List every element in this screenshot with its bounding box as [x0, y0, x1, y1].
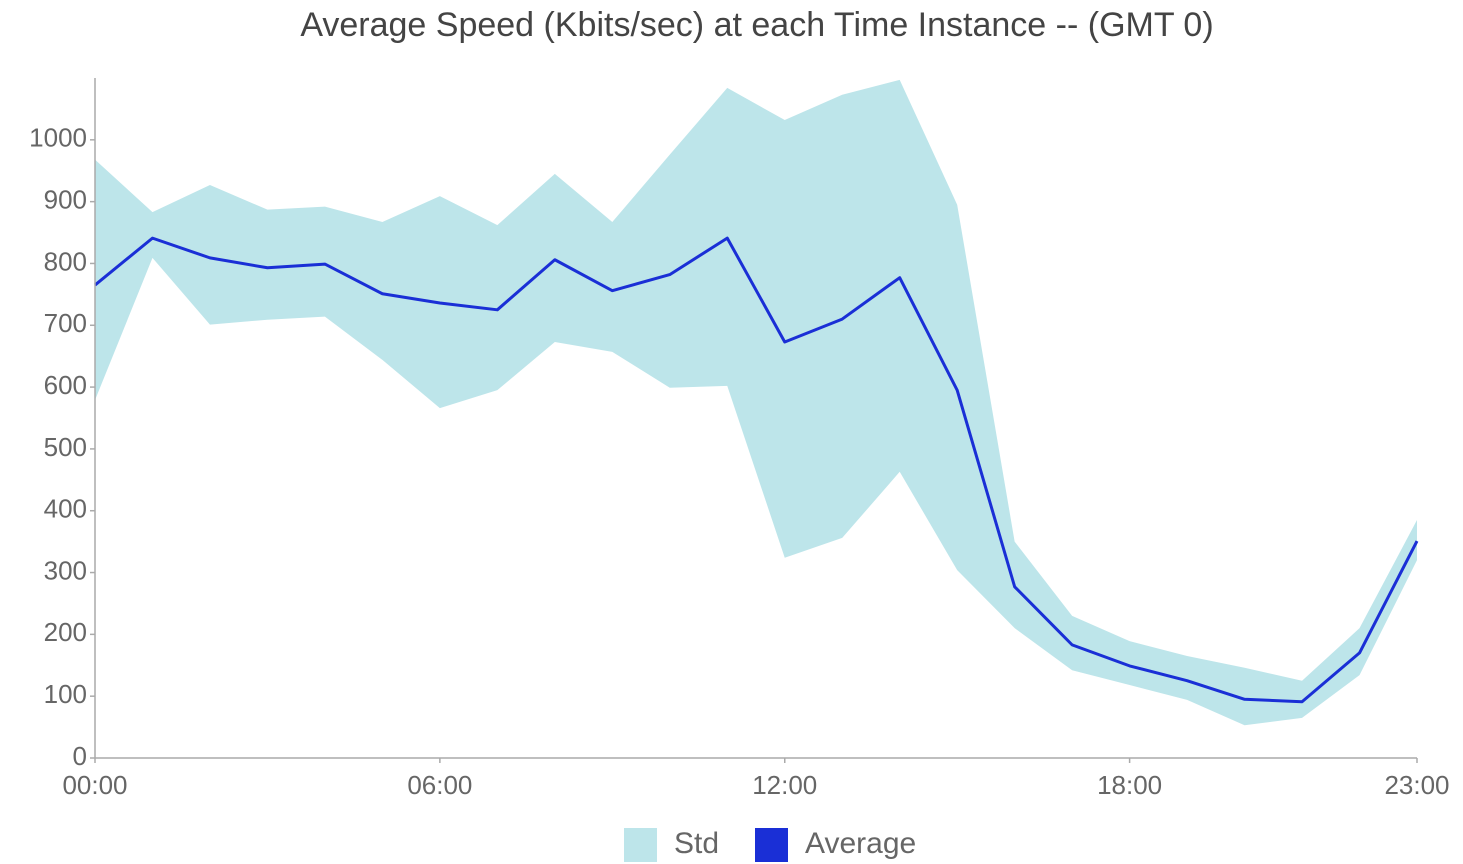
y-tick-label: 900	[44, 185, 87, 215]
std-band	[95, 79, 1417, 726]
y-tick-label: 1000	[29, 123, 87, 153]
x-tick-label: 06:00	[407, 770, 472, 800]
y-tick-label: 600	[44, 370, 87, 400]
y-tick-label: 100	[44, 679, 87, 709]
x-tick-label: 00:00	[62, 770, 127, 800]
y-tick-label: 500	[44, 432, 87, 462]
legend-label: Std	[674, 827, 719, 860]
chart-title: Average Speed (Kbits/sec) at each Time I…	[300, 6, 1213, 44]
y-tick-label: 200	[44, 617, 87, 647]
legend-swatch	[624, 828, 657, 862]
legend-label: Average	[805, 827, 916, 860]
legend-swatch	[755, 828, 788, 862]
y-tick-label: 700	[44, 308, 87, 338]
x-tick-label: 18:00	[1097, 770, 1162, 800]
average-line	[94, 236, 1419, 704]
y-tick-label: 0	[73, 741, 87, 771]
y-tick-label: 800	[44, 246, 87, 276]
y-tick-label: 300	[44, 555, 87, 585]
x-tick-label: 23:00	[1384, 770, 1449, 800]
y-tick-label: 400	[44, 494, 87, 524]
x-tick-label: 12:00	[752, 770, 817, 800]
